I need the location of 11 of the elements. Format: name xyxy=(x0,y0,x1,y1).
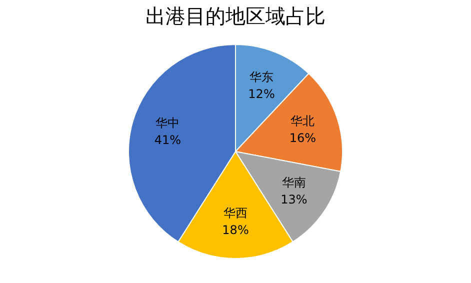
slice-label: 华南 xyxy=(282,175,306,190)
data-label: 13% xyxy=(280,192,308,206)
slice-label: 华西 xyxy=(224,206,248,220)
chart-title: 出港目的地区域占比 xyxy=(146,4,326,28)
data-label: 18% xyxy=(222,223,249,238)
data-label: 16% xyxy=(289,130,316,145)
data-label: 12% xyxy=(248,86,275,101)
slice-label: 华东 xyxy=(249,70,274,84)
data-label: 41% xyxy=(154,132,182,147)
slice-label: 华中 xyxy=(156,116,180,130)
slice-label: 华北 xyxy=(290,114,315,128)
